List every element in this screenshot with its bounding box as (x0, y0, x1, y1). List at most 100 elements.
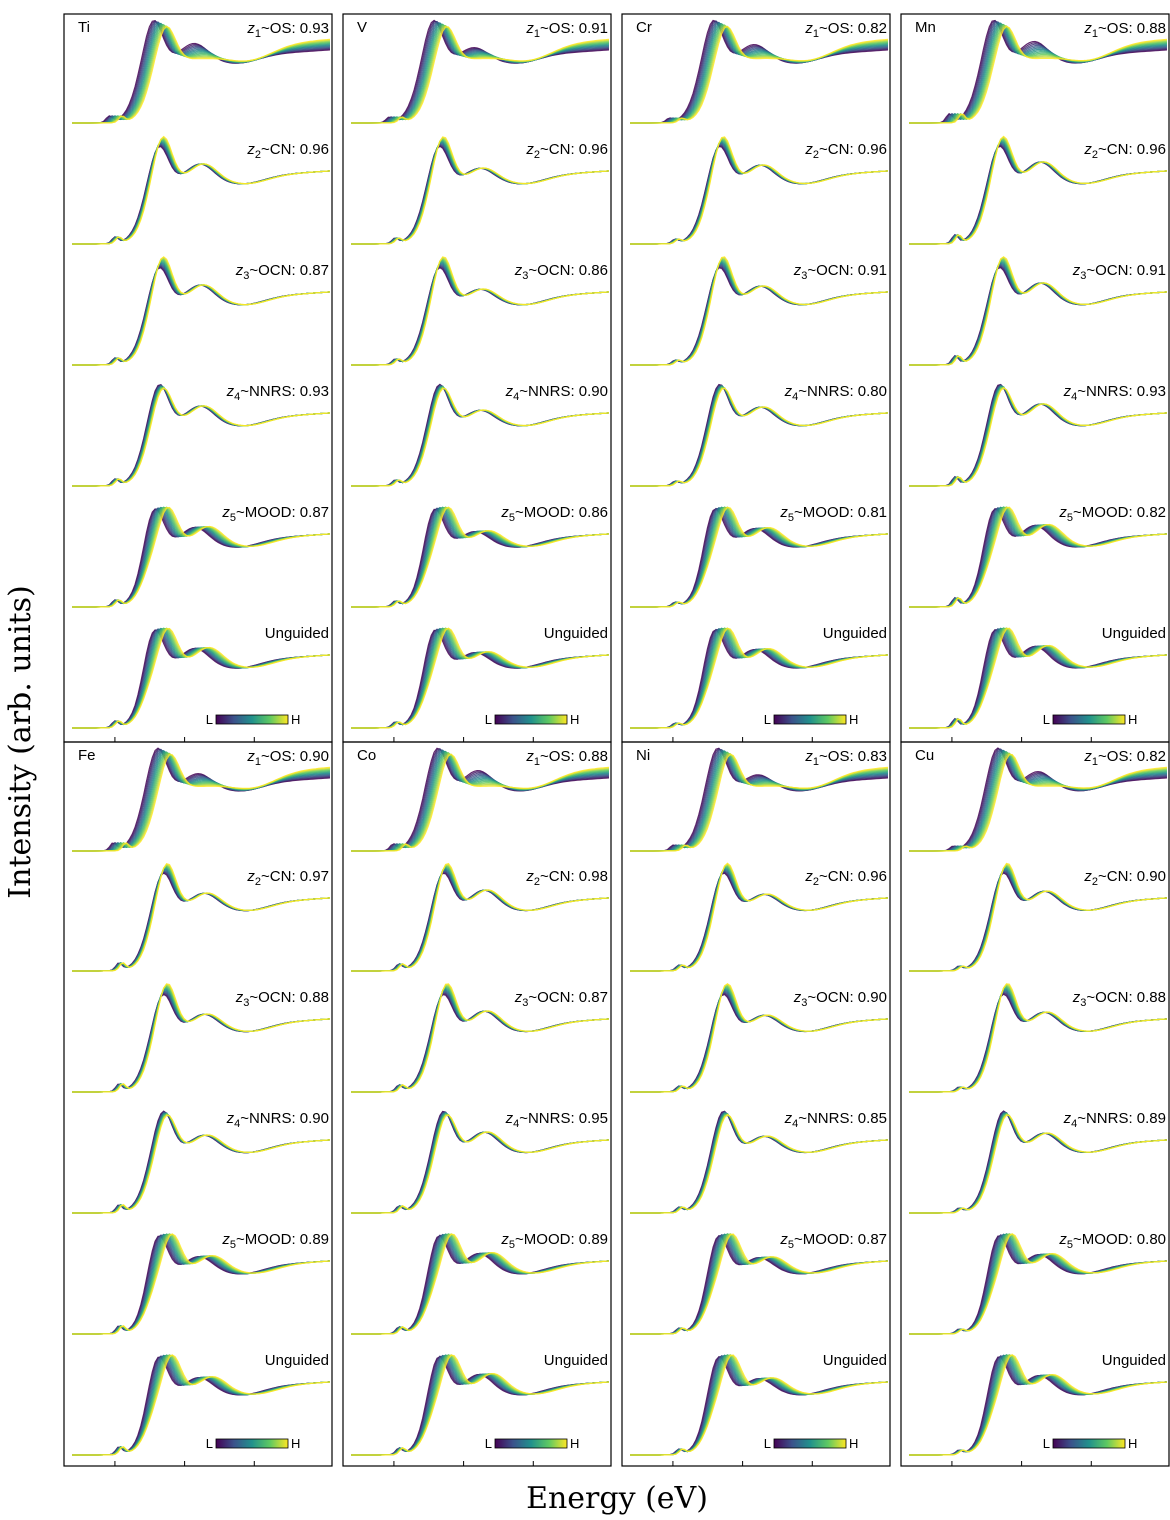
colorbar-low-label: L (485, 1436, 492, 1451)
spectrum-line (72, 749, 331, 852)
panel-cr: Cr z1~OS: 0.82 z2~CN: 0.96 z3~OCN: 0.91 z4~N… (621, 13, 891, 743)
element-label: Fe (78, 747, 96, 764)
latent-label: Unguided (544, 1352, 608, 1369)
spectra-family (72, 384, 331, 487)
spectrum-line (351, 506, 610, 608)
spectrum-line (909, 1112, 1168, 1214)
subplot-row-2: z2~CN: 0.96 (72, 135, 331, 245)
latent-label: z5~MOOD: 0.89 (221, 1231, 329, 1251)
spectra-family (630, 627, 889, 729)
colorbar-high-label: H (1128, 1436, 1137, 1451)
element-label: Ti (78, 19, 90, 36)
spectrum-line (72, 1234, 331, 1335)
subplot-row-1: z1~OS: 0.91 (351, 19, 610, 124)
spectrum-line (351, 384, 610, 487)
spectrum-line (351, 507, 610, 608)
spectrum-line (909, 263, 1168, 366)
spectrum-line (909, 264, 1168, 366)
spectrum-line (630, 983, 889, 1093)
panel-fe: Fe z1~OS: 0.90 z2~CN: 0.97 z3~OCN: 0.88 z4~N… (63, 741, 333, 1467)
spectrum-line (909, 752, 1168, 852)
spectrum-line (909, 135, 1168, 245)
spectrum-line (72, 1233, 331, 1335)
subplot-row-6: Unguided (630, 1352, 889, 1456)
spectrum-line (630, 753, 889, 852)
spectrum-line (351, 506, 610, 608)
spectrum-line (630, 751, 889, 852)
spectrum-line (72, 1112, 331, 1214)
latent-label: z2~CN: 0.96 (525, 141, 608, 161)
latent-label: z1~OS: 0.93 (246, 20, 329, 40)
latent-label: Unguided (823, 1352, 887, 1369)
spectra-family (909, 135, 1168, 245)
spectrum-line (909, 753, 1168, 852)
spectrum-line (72, 24, 331, 124)
spectrum-line (72, 142, 331, 245)
spectrum-line (630, 506, 889, 608)
spectrum-line (72, 754, 331, 852)
spectrum-line (630, 1354, 889, 1456)
spectra-family (630, 1354, 889, 1456)
spectrum-line (909, 1112, 1168, 1214)
panel-co: Co z1~OS: 0.88 z2~CN: 0.98 z3~OCN: 0.87 z4~N… (342, 741, 612, 1467)
colorbar-gradient (1052, 714, 1126, 725)
spectrum-line (72, 386, 331, 487)
latent-label: z2~CN: 0.96 (246, 141, 329, 161)
spectrum-line (72, 384, 331, 487)
spectrum-line (909, 23, 1168, 124)
spectrum-line (351, 993, 610, 1093)
spectrum-line (72, 749, 331, 852)
panel-frame (63, 741, 333, 1467)
latent-label: z3~OCN: 0.91 (793, 262, 887, 282)
spectrum-line (72, 22, 331, 124)
spectrum-line (351, 1114, 610, 1214)
spectrum-line (351, 506, 610, 608)
spectrum-line (909, 506, 1168, 608)
spectrum-line (909, 386, 1168, 487)
spectrum-line (630, 1113, 889, 1214)
latent-label: z4~NNRS: 0.93 (1063, 383, 1166, 403)
spectrum-line (72, 1114, 331, 1214)
spectrum-line (72, 384, 331, 487)
spectra-family (630, 383, 889, 487)
spectrum-line (630, 1113, 889, 1214)
spectrum-line (351, 266, 610, 366)
spectrum-line (909, 387, 1168, 487)
spectrum-line (351, 143, 610, 245)
colorbar-low-label: L (764, 1436, 771, 1451)
spectrum-line (351, 753, 610, 852)
spectrum-line (351, 23, 610, 124)
spectrum-line (630, 990, 889, 1093)
spectrum-line (909, 24, 1168, 124)
subplot-row-4: z4~NNRS: 0.93 (909, 383, 1168, 487)
spectrum-line (351, 1233, 610, 1335)
spectrum-line (351, 386, 610, 487)
spectrum-line (72, 993, 331, 1093)
spectrum-line (630, 1112, 889, 1214)
spectrum-line (630, 387, 889, 487)
subplot-row-3: z3~OCN: 0.88 (72, 983, 331, 1093)
subplot-row-5: z5~MOOD: 0.82 (909, 504, 1168, 608)
colorbar-gradient (1052, 1438, 1126, 1449)
spectrum-line (630, 871, 889, 972)
latent-label: z1~OS: 0.88 (1083, 20, 1166, 40)
spectrum-line (351, 386, 610, 487)
spectrum-line (909, 1233, 1168, 1335)
spectrum-line (351, 506, 610, 608)
spectrum-line (72, 23, 331, 124)
spectrum-line (351, 1233, 610, 1335)
spectrum-line (909, 750, 1168, 852)
spectrum-line (630, 506, 889, 608)
spectrum-line (630, 385, 889, 487)
latent-label: z4~NNRS: 0.85 (784, 1110, 887, 1130)
spectrum-line (630, 627, 889, 729)
spectrum-line (630, 145, 889, 245)
colorbar-low-label: L (1043, 1436, 1050, 1451)
spectrum-line (351, 1233, 610, 1335)
spectrum-line (630, 386, 889, 487)
spectrum-line (630, 143, 889, 245)
spectrum-line (909, 143, 1168, 245)
subplot-row-2: z2~CN: 0.98 (351, 862, 610, 972)
subplot-row-3: z3~OCN: 0.91 (909, 256, 1168, 366)
